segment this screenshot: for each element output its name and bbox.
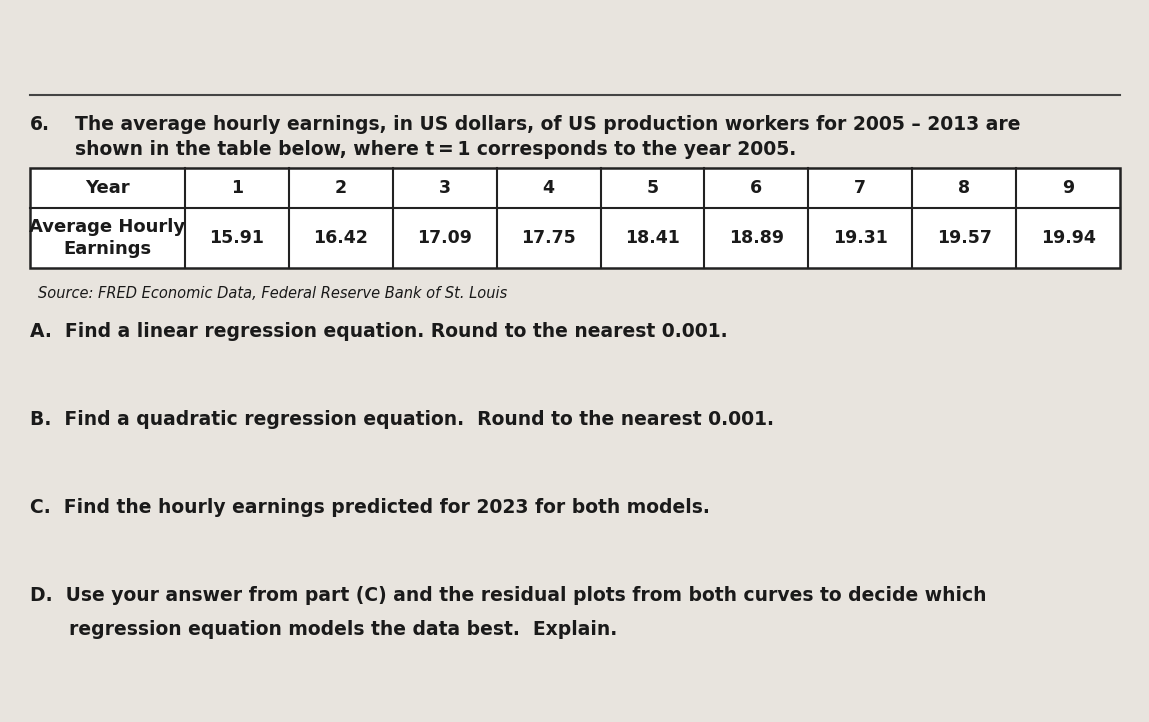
- Text: 9: 9: [1062, 179, 1074, 197]
- Text: 19.94: 19.94: [1041, 229, 1095, 247]
- Text: 3: 3: [439, 179, 450, 197]
- Text: 8: 8: [958, 179, 970, 197]
- Text: 17.09: 17.09: [417, 229, 472, 247]
- Text: 17.75: 17.75: [522, 229, 576, 247]
- Text: 2: 2: [334, 179, 347, 197]
- Text: The average hourly earnings, in US dollars, of US production workers for 2005 – : The average hourly earnings, in US dolla…: [75, 115, 1020, 134]
- Text: B.  Find a quadratic regression equation.  Round to the nearest 0.001.: B. Find a quadratic regression equation.…: [30, 410, 774, 429]
- Text: 6.: 6.: [30, 115, 51, 134]
- Text: 19.31: 19.31: [833, 229, 888, 247]
- Text: C.  Find the hourly earnings predicted for 2023 for both models.: C. Find the hourly earnings predicted fo…: [30, 498, 710, 517]
- Text: 4: 4: [542, 179, 555, 197]
- Text: 7: 7: [854, 179, 866, 197]
- Text: 16.42: 16.42: [314, 229, 369, 247]
- Text: 18.41: 18.41: [625, 229, 680, 247]
- Text: Source: FRED Economic Data, Federal Reserve Bank of St. Louis: Source: FRED Economic Data, Federal Rese…: [38, 286, 507, 301]
- Text: 15.91: 15.91: [209, 229, 264, 247]
- Text: 18.89: 18.89: [728, 229, 784, 247]
- Text: regression equation models the data best.  Explain.: regression equation models the data best…: [30, 620, 617, 639]
- Bar: [30, 168, 1120, 268]
- Text: 1: 1: [231, 179, 242, 197]
- Text: 5: 5: [647, 179, 658, 197]
- Text: 19.57: 19.57: [936, 229, 992, 247]
- Text: 6: 6: [750, 179, 763, 197]
- Text: Year: Year: [85, 179, 130, 197]
- Text: A.  Find a linear regression equation. Round to the nearest 0.001.: A. Find a linear regression equation. Ro…: [30, 322, 727, 341]
- Text: D.  Use your answer from part (C) and the residual plots from both curves to dec: D. Use your answer from part (C) and the…: [30, 586, 987, 605]
- Text: shown in the table below, where t = 1 corresponds to the year 2005.: shown in the table below, where t = 1 co…: [75, 140, 796, 159]
- Text: Average Hourly
Earnings: Average Hourly Earnings: [30, 218, 185, 258]
